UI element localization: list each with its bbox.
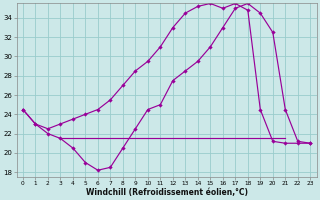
X-axis label: Windchill (Refroidissement éolien,°C): Windchill (Refroidissement éolien,°C) — [85, 188, 248, 197]
